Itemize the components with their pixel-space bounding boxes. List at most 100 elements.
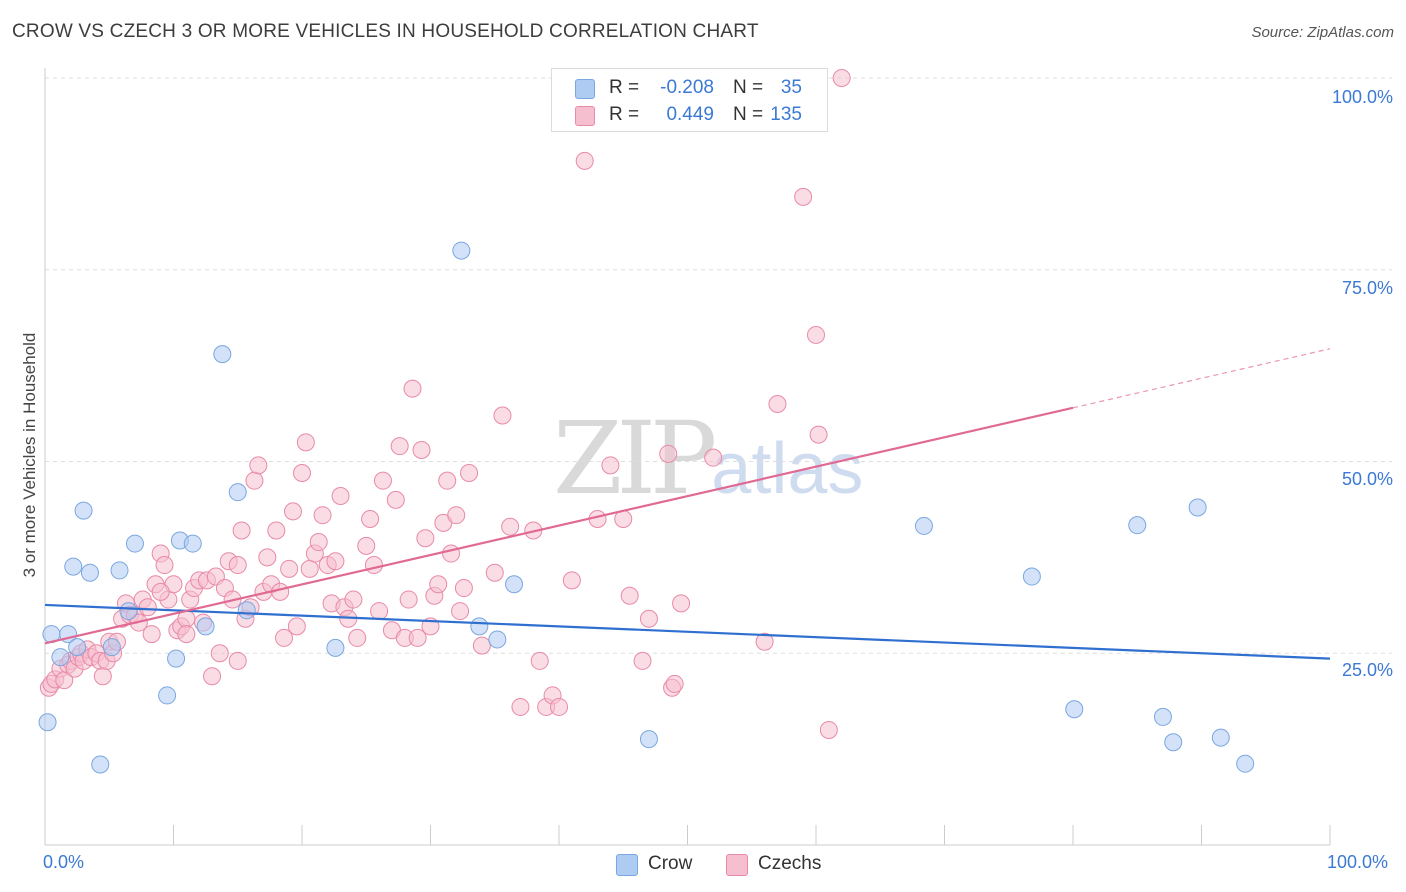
point-czechs-85 [399, 590, 418, 609]
point-crow-20 [237, 601, 256, 620]
watermark-atlas: atlas [711, 429, 864, 509]
y-tick-label-50: 50.0% [1341, 469, 1393, 489]
point-czechs-48 [232, 521, 251, 540]
point-czechs-86 [403, 379, 422, 398]
legend-r-value: 0.449 [666, 104, 714, 125]
point-czechs-111 [575, 151, 594, 170]
trend-extension-czechs [1072, 348, 1331, 409]
point-czechs-99 [460, 464, 479, 483]
legend-r-label: R = [609, 77, 640, 98]
legend-n-label: N = [733, 77, 764, 98]
legend-n-label: N = [733, 104, 764, 125]
point-crow-16 [183, 534, 202, 553]
point-czechs-52 [249, 456, 268, 475]
point-czechs-61 [287, 617, 306, 636]
legend-row-crow: R = -0.208 N = 35 [552, 74, 827, 100]
point-czechs-132 [151, 582, 170, 601]
point-czechs-103 [501, 517, 520, 536]
point-crow-10 [110, 561, 129, 580]
gridlines [45, 77, 1392, 654]
point-crow-27 [914, 516, 933, 535]
point-crow-21 [326, 638, 345, 657]
point-czechs-115 [620, 586, 639, 605]
point-czechs-67 [313, 506, 332, 525]
series-czechs [39, 69, 851, 739]
point-czechs-122 [704, 448, 723, 467]
point-czechs-125 [794, 187, 813, 206]
bottom-legend-label-crow: Crow [648, 853, 693, 874]
point-czechs-106 [530, 651, 549, 670]
point-czechs-15 [93, 667, 112, 686]
point-czechs-98 [454, 579, 473, 598]
point-czechs-47 [228, 651, 247, 670]
point-czechs-64 [300, 559, 319, 578]
point-czechs-43 [210, 644, 229, 663]
point-czechs-82 [386, 490, 405, 509]
point-czechs-126 [807, 325, 825, 344]
point-czechs-94 [438, 471, 457, 490]
point-crow-28 [1022, 567, 1041, 586]
point-czechs-97 [451, 602, 470, 621]
source-label: Source: ZipAtlas.com [1251, 24, 1394, 41]
point-czechs-66 [309, 533, 328, 552]
point-crow-24 [488, 630, 507, 649]
point-crow-31 [1153, 707, 1172, 726]
point-crow-26 [639, 730, 658, 749]
point-crow-30 [1128, 516, 1147, 535]
point-czechs-58 [275, 628, 294, 647]
point-crow-18 [213, 345, 232, 364]
watermark-zip: ZIP [553, 400, 717, 517]
point-czechs-96 [447, 506, 466, 525]
point-czechs-109 [550, 697, 568, 716]
point-czechs-102 [493, 406, 512, 425]
y-tick-label-100: 100.0% [1331, 87, 1393, 107]
point-crow-8 [91, 755, 110, 774]
point-crow-11 [119, 602, 138, 621]
legend-box: R = -0.208 N = 35 R = 0.449 N = 135 [551, 68, 828, 132]
point-czechs-59 [280, 559, 299, 578]
point-crow-19 [228, 483, 247, 502]
point-czechs-63 [296, 433, 315, 452]
point-crow-7 [80, 563, 99, 582]
point-czechs-30 [155, 556, 174, 575]
point-czechs-41 [203, 667, 222, 686]
point-czechs-27 [142, 625, 161, 644]
point-czechs-95 [442, 544, 461, 563]
point-czechs-87 [408, 628, 427, 647]
point-crow-12 [125, 534, 144, 553]
point-crow-5 [68, 638, 87, 657]
axes [44, 68, 1331, 846]
point-czechs-116 [633, 651, 652, 670]
point-crow-25 [505, 575, 524, 594]
point-czechs-121 [672, 594, 691, 613]
point-czechs-128 [819, 720, 838, 739]
legend-row-czechs: R = 0.449 N = 135 [552, 101, 827, 127]
legend-swatch-czechs [575, 106, 595, 126]
point-crow-6 [74, 501, 93, 520]
y-tick-label-75: 75.0% [1341, 278, 1393, 298]
point-crow-22 [452, 241, 471, 260]
legend-n-value: 135 [770, 104, 802, 125]
point-czechs-26 [138, 598, 157, 617]
point-czechs-75 [348, 628, 367, 647]
point-crow-32 [1164, 733, 1183, 752]
point-czechs-104 [511, 697, 530, 716]
chart-title: CROW VS CZECH 3 OR MORE VEHICLES IN HOUS… [12, 21, 759, 42]
point-czechs-51 [245, 471, 264, 490]
point-crow-0 [38, 713, 57, 732]
point-czechs-127 [809, 425, 828, 444]
watermark: ZIPatlas [553, 400, 863, 517]
point-czechs-120 [665, 674, 684, 693]
point-czechs-101 [485, 563, 504, 582]
legend-n-value: 35 [780, 77, 802, 98]
point-czechs-78 [364, 556, 383, 575]
trend-line-crow [44, 603, 1331, 660]
point-czechs-100 [472, 636, 491, 655]
point-czechs-129 [832, 69, 851, 87]
point-crow-29 [1065, 700, 1084, 719]
bottom-legend-swatch-crow [616, 854, 638, 876]
point-crow-4 [64, 557, 83, 576]
series-crow [38, 241, 1255, 774]
point-crow-13 [158, 686, 177, 705]
